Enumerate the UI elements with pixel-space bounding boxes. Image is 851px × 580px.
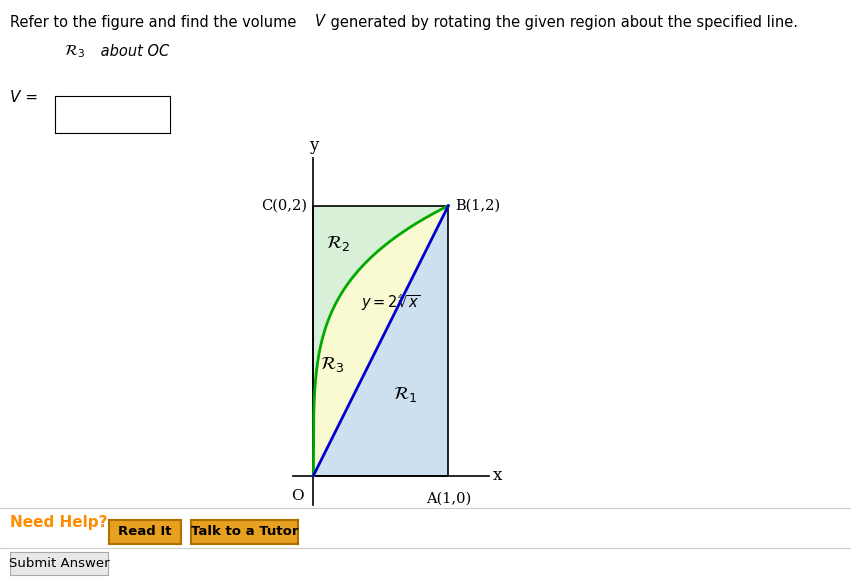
Text: $\mathcal{R}_3$: $\mathcal{R}_3$ (64, 44, 85, 60)
Polygon shape (313, 206, 448, 476)
Polygon shape (313, 206, 448, 476)
Text: C(0,2): C(0,2) (260, 199, 306, 213)
Text: O: O (291, 489, 304, 503)
Text: about OC: about OC (96, 44, 169, 59)
Text: $\mathcal{R}_3$: $\mathcal{R}_3$ (320, 356, 345, 375)
Text: $y = 2\sqrt[4]{x}$: $y = 2\sqrt[4]{x}$ (361, 293, 420, 313)
Text: A(1,0): A(1,0) (426, 492, 471, 506)
Text: $\mathcal{R}_2$: $\mathcal{R}_2$ (326, 234, 350, 253)
Text: V =: V = (10, 90, 38, 105)
Polygon shape (313, 206, 448, 476)
Text: V: V (315, 14, 325, 30)
Text: Need Help?: Need Help? (10, 515, 108, 530)
Text: y: y (309, 137, 318, 154)
Text: Talk to a Tutor: Talk to a Tutor (191, 525, 299, 538)
Text: Submit Answer: Submit Answer (9, 557, 110, 570)
Text: Read It: Read It (118, 525, 172, 538)
Text: x: x (493, 467, 502, 484)
Text: $\mathcal{R}_1$: $\mathcal{R}_1$ (393, 385, 417, 404)
Text: B(1,2): B(1,2) (455, 199, 500, 213)
Text: Refer to the figure and find the volume: Refer to the figure and find the volume (10, 14, 301, 30)
Text: generated by rotating the given region about the specified line.: generated by rotating the given region a… (326, 14, 798, 30)
